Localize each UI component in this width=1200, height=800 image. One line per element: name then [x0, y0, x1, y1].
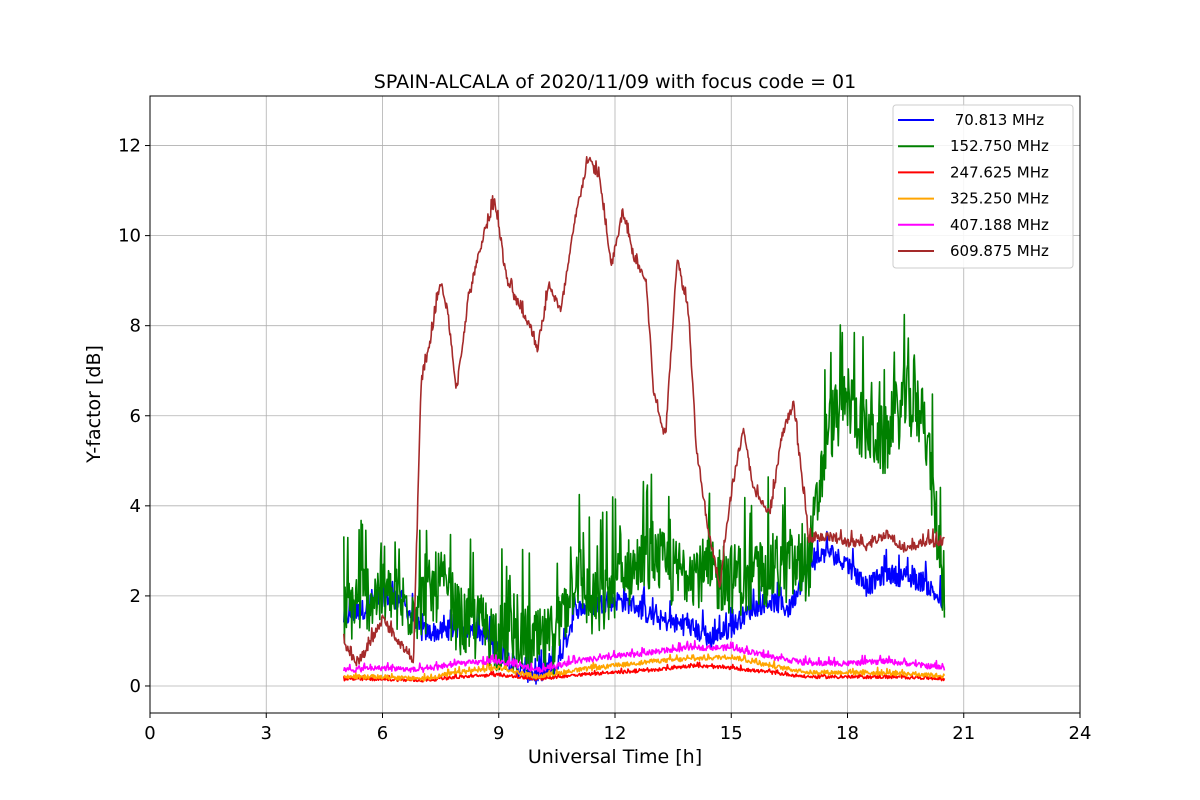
x-axis-label: Universal Time [h] — [528, 746, 702, 768]
x-tick-label: 3 — [261, 723, 272, 744]
legend-label: 325.250 MHz — [950, 190, 1049, 208]
y-tick-label: 8 — [130, 316, 141, 337]
legend-label: 70.813 MHz — [950, 111, 1044, 129]
x-tick-label: 21 — [952, 723, 975, 744]
series-line — [343, 653, 946, 682]
y-tick-label: 6 — [130, 406, 141, 427]
series-line — [343, 530, 946, 685]
legend-label: 247.625 MHz — [950, 163, 1049, 181]
legend-box — [892, 104, 1074, 269]
x-tick-label: 18 — [836, 723, 859, 744]
x-tick-label: 12 — [604, 723, 627, 744]
series-line — [343, 639, 946, 674]
y-tick-label: 2 — [130, 586, 141, 607]
x-tick-label: 24 — [1069, 723, 1092, 744]
plot-series — [343, 156, 946, 685]
chart-title: SPAIN-ALCALA of 2020/11/09 with focus co… — [374, 71, 856, 93]
x-tick-label: 9 — [493, 723, 504, 744]
legend: 70.813 MHz 152.750 MHz 247.625 MHz 325.250 … — [892, 104, 1074, 269]
x-tick-label: 6 — [377, 723, 388, 744]
x-tick-label: 0 — [144, 723, 155, 744]
y-tick-label: 12 — [118, 136, 141, 157]
y-axis-label: Y-factor [dB] — [83, 345, 105, 464]
legend-label: 152.750 MHz — [950, 137, 1049, 155]
legend-label: 407.188 MHz — [950, 216, 1049, 234]
legend-label: 609.875 MHz — [950, 242, 1049, 260]
series-line — [343, 156, 945, 667]
series-line — [343, 313, 946, 679]
x-tick-label: 15 — [720, 723, 743, 744]
series-line — [343, 661, 946, 683]
y-tick-label: 4 — [130, 496, 141, 517]
y-tick-label: 10 — [118, 226, 141, 247]
y-tick-label: 0 — [130, 676, 141, 697]
